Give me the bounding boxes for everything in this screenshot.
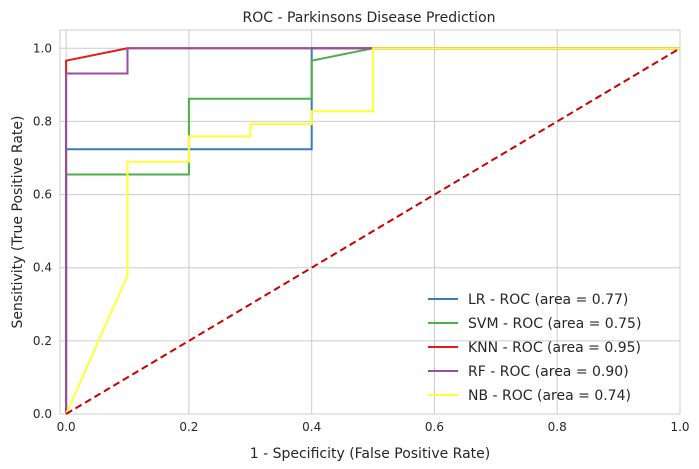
legend-label: NB - ROC (area = 0.74) xyxy=(468,388,631,404)
series-line-rf xyxy=(65,47,680,414)
legend: LR - ROC (area = 0.77) SVM - ROC (area = … xyxy=(428,292,641,404)
legend-label: SVM - ROC (area = 0.75) xyxy=(468,316,641,332)
x-tick-label: 0.4 xyxy=(302,420,321,434)
x-tick-label: 0.8 xyxy=(548,420,567,434)
series-line-svm xyxy=(65,47,680,414)
y-tick-label: 0.2 xyxy=(33,334,52,348)
y-tick-label: 0.8 xyxy=(33,114,52,128)
x-tick-label: 0.2 xyxy=(179,420,198,434)
chart-title: ROC - Parkinsons Disease Prediction xyxy=(242,10,495,26)
legend-label: KNN - ROC (area = 0.95) xyxy=(468,340,641,356)
tick-labels: 0.0 0.2 0.4 0.6 0.8 1.0 0.0 0.2 0.4 0.6 0.8 1.0 xyxy=(33,41,690,434)
y-tick-label: 0.6 xyxy=(33,188,52,202)
legend-label: LR - ROC (area = 0.77) xyxy=(468,292,628,308)
y-tick-label: 1.0 xyxy=(33,41,52,55)
series-line-nb xyxy=(65,47,680,415)
legend-label: RF - ROC (area = 0.90) xyxy=(468,364,629,380)
x-tick-label: 0.6 xyxy=(425,420,444,434)
y-tick-label: 0.0 xyxy=(33,407,52,421)
series-layer xyxy=(65,47,681,415)
reference-diagonal-line xyxy=(65,47,681,415)
y-axis-label: Sensitivity (True Positive Rate) xyxy=(10,116,26,329)
plot-area xyxy=(59,29,681,415)
x-axis-label: 1 - Specificity (False Positive Rate) xyxy=(250,446,491,462)
y-tick-label: 0.4 xyxy=(33,261,52,275)
x-tick-label: 1.0 xyxy=(670,420,689,434)
x-tick-label: 0.0 xyxy=(57,420,76,434)
